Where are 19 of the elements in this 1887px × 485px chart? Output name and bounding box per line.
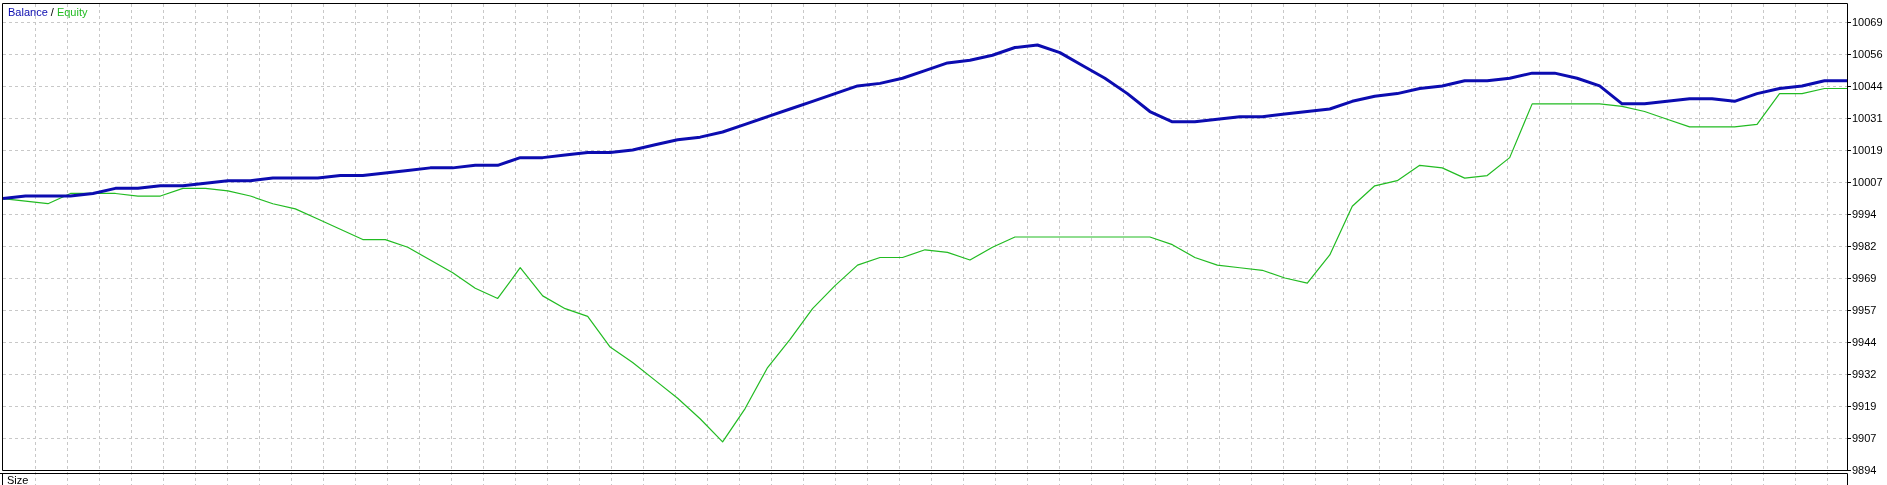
y-tick-label: 10007: [1852, 175, 1883, 188]
y-tick-label: 9957: [1852, 303, 1877, 316]
y-tick-label: 9932: [1852, 367, 1877, 380]
y-tick-label: 9919: [1852, 399, 1877, 412]
y-tick-label: 10044: [1852, 79, 1883, 92]
y-tick-label: 9969: [1852, 271, 1877, 284]
y-tick-label: 9907: [1852, 431, 1877, 444]
y-tick-label: 10069: [1852, 15, 1883, 28]
y-tick-label: 9894: [1852, 463, 1877, 476]
y-tick-label: 9982: [1852, 239, 1877, 252]
text: Balance: [8, 6, 48, 19]
annotation: /: [47, 6, 57, 19]
text: Equity: [56, 6, 88, 19]
y-tick-label: 10056: [1852, 47, 1883, 60]
text: Size: [7, 474, 29, 485]
y-tick-label: 10031: [1852, 111, 1883, 124]
y-tick-label: 9994: [1852, 207, 1877, 220]
y-tick-label: 10019: [1852, 143, 1883, 156]
y-tick-label: 9944: [1852, 335, 1877, 348]
